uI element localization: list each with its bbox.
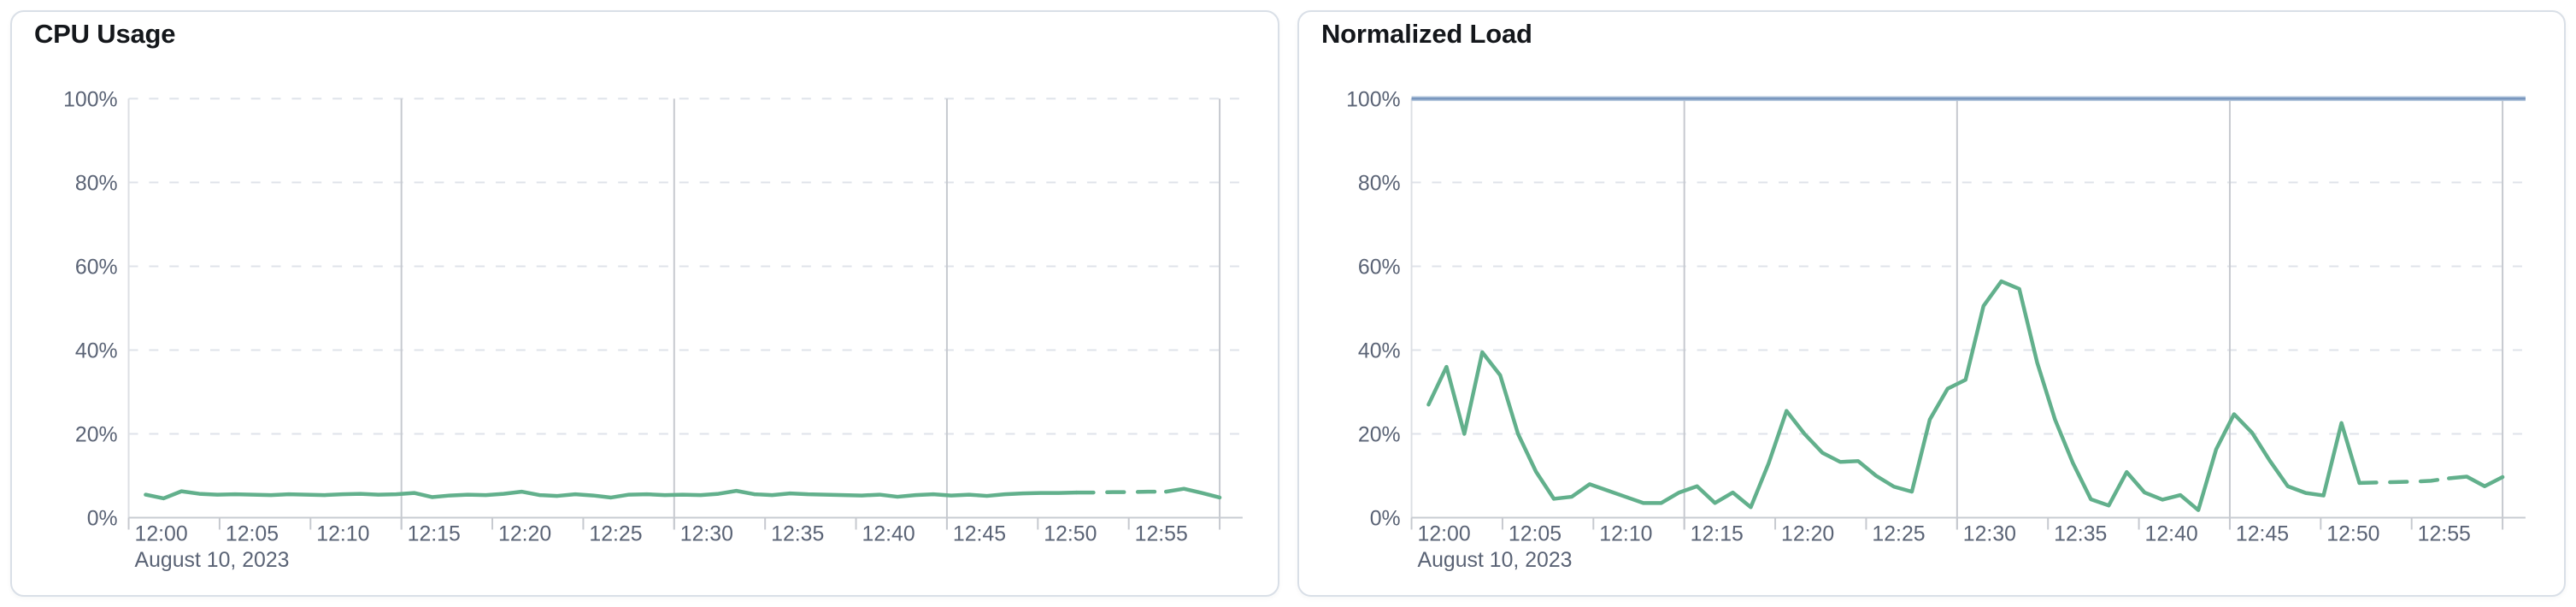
x-tick-label: 12:35	[2054, 522, 2107, 545]
x-tick-label: 12:45	[2236, 522, 2289, 545]
y-tick-label: 100%	[63, 88, 118, 111]
chart-title-cpu-usage: CPU Usage	[34, 19, 176, 49]
x-tick-label: 12:50	[1044, 522, 1097, 545]
series-line-solid	[1426, 279, 2361, 512]
series-line-solid-tail	[1163, 486, 1222, 500]
y-tick-label: 100%	[1346, 88, 1401, 111]
chart-canvas: 12:00 12:05 12:10 12:15 12:20 12:25 12:30 12:35…	[1346, 88, 2526, 572]
x-tick-label: 12:55	[1135, 522, 1188, 545]
y-tick-label: 60%	[1358, 256, 1401, 279]
x-tick-label: 12:00	[135, 522, 188, 545]
cpu-usage-chart[interactable]: 12:00 12:05 12:10 12:15 12:20 12:25 12:30 12:35…	[12, 12, 1278, 595]
series-line-dashed	[2357, 476, 2451, 486]
chart-canvas: 12:00 12:05 12:10 12:15 12:20 12:25 12:30 12:35…	[63, 88, 1243, 572]
series-line-solid-tail	[2447, 474, 2505, 488]
y-tick-label: 20%	[75, 423, 118, 446]
x-tick-label: 12:30	[680, 522, 733, 545]
x-tick-label: 12:45	[953, 522, 1006, 545]
x-tick-label: 12:00	[1418, 522, 1471, 545]
x-tick-label: 12:05	[226, 522, 279, 545]
x-axis-date-label: August 10, 2023	[135, 549, 290, 572]
chart-title-normalized-load: Normalized Load	[1321, 19, 1532, 49]
y-tick-label: 80%	[1358, 172, 1401, 195]
x-tick-label: 12:55	[2418, 522, 2471, 545]
x-tick-label: 12:25	[589, 522, 642, 545]
y-tick-label: 40%	[1358, 339, 1401, 362]
x-tick-label: 12:40	[2145, 522, 2198, 545]
x-tick-label: 12:15	[1691, 522, 1744, 545]
y-tick-label: 80%	[75, 172, 118, 195]
x-tick-label: 12:15	[408, 522, 461, 545]
x-tick-label: 12:05	[1509, 522, 1561, 545]
y-tick-label: 40%	[75, 339, 118, 362]
x-tick-label: 12:25	[1872, 522, 1925, 545]
y-tick-label: 0%	[87, 507, 118, 530]
x-tick-label: 12:10	[316, 522, 369, 545]
normalized-load-chart[interactable]: 12:00 12:05 12:10 12:15 12:20 12:25 12:30 12:35…	[1299, 12, 2564, 595]
series-line-solid	[144, 488, 1079, 501]
x-tick-label: 12:40	[862, 522, 915, 545]
x-axis-date-label: August 10, 2023	[1418, 549, 1573, 572]
y-tick-label: 20%	[1358, 423, 1401, 446]
y-tick-label: 60%	[75, 256, 118, 279]
y-tick-label: 0%	[1370, 507, 1401, 530]
x-tick-label: 12:10	[1599, 522, 1652, 545]
x-tick-label: 12:20	[1781, 522, 1834, 545]
normalized-load-card: Normalized Load 12:00 12:05 12:10 12:15 12:2…	[1297, 10, 2566, 597]
x-tick-label: 12:50	[2326, 522, 2379, 545]
x-tick-label: 12:35	[771, 522, 824, 545]
cpu-usage-card: CPU Usage 12:00 12:05 12:10 12:15 12:20 12:25…	[10, 10, 1279, 597]
x-tick-label: 12:20	[498, 522, 551, 545]
x-tick-label: 12:30	[1963, 522, 2016, 545]
